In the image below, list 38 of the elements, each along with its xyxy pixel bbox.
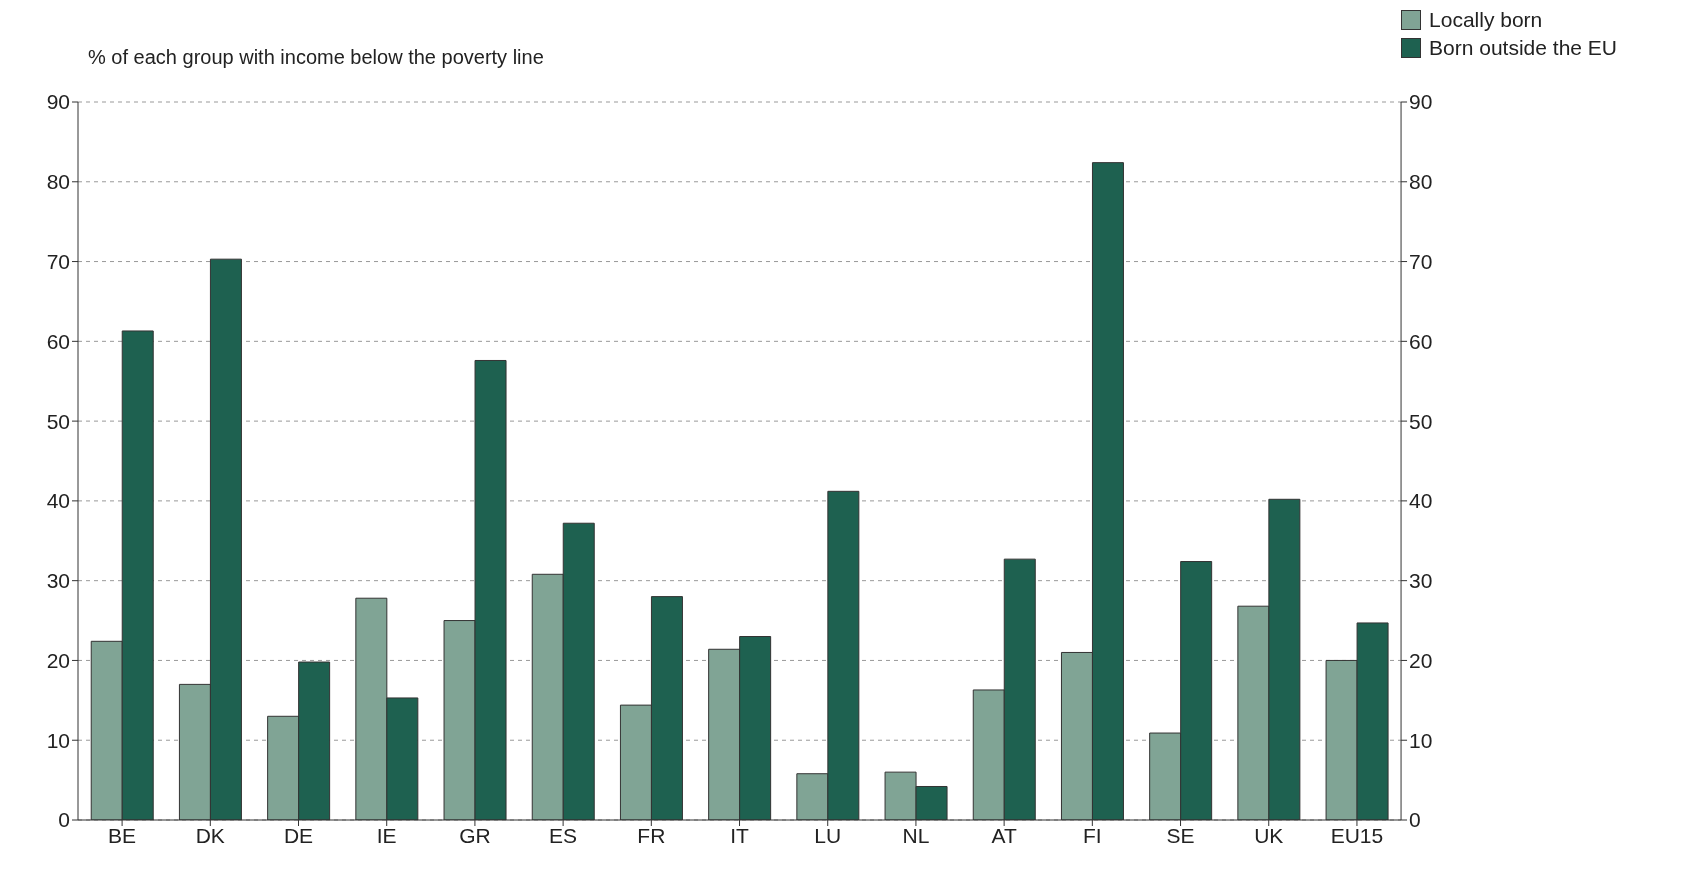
y-tick-label: 20 [46,648,70,672]
y-axis-title: % of each group with income below the poverty line [88,46,544,69]
y-tick-label: 80 [46,170,70,194]
x-tick-label: IE [376,823,397,847]
y2-tick-label: 90 [1409,90,1433,114]
x-tick-label: NL [902,823,930,847]
y2-tick-label: 20 [1409,648,1433,672]
legend-label: Locally born [1428,8,1544,32]
x-tick-label: DE [283,823,314,847]
legend-label: Born outside the EU [1428,36,1617,60]
y-tick-label: 40 [46,489,70,513]
x-tick-label: BE [108,823,137,847]
x-tick-label: AT [991,823,1017,847]
y2-tick-label: 0 [1409,808,1421,832]
y-tick-label: 10 [46,728,70,752]
y2-tick-label: 60 [1409,329,1433,353]
x-tick-label: EU15 [1330,823,1384,847]
y-tick-label: 60 [46,329,70,353]
x-tick-label: ES [549,823,578,847]
y-tick-label: 70 [46,250,70,274]
y2-tick-label: 50 [1409,409,1433,433]
y-tick-label: 50 [46,409,70,433]
x-tick-label: UK [1254,823,1284,847]
x-tick-label: LU [814,823,842,847]
x-tick-label: DK [195,823,225,847]
x-tick-label: FR [637,823,666,847]
y2-tick-label: 10 [1409,728,1433,752]
x-tick-label: IT [730,823,750,847]
x-tick-label: SE [1166,823,1195,847]
y2-tick-label: 70 [1409,250,1433,274]
x-tick-label: FI [1083,823,1102,847]
x-tick-label: GR [459,823,491,847]
y2-tick-label: 40 [1409,489,1433,513]
y-tick-label: 90 [46,90,70,114]
y2-tick-label: 80 [1409,170,1433,194]
y-tick-label: 0 [58,808,70,832]
y2-tick-label: 30 [1409,569,1433,593]
y-tick-label: 30 [46,569,70,593]
